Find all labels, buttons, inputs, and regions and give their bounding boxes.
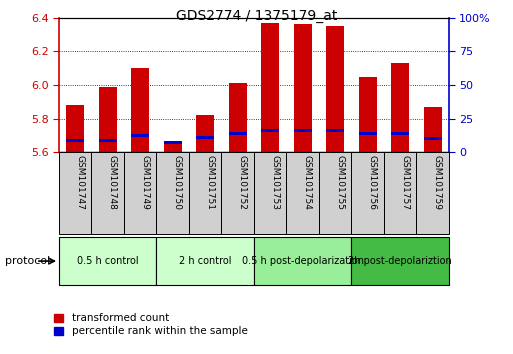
Text: GSM101752: GSM101752 [238,155,247,210]
Bar [294,24,311,152]
Text: 2 h control: 2 h control [179,256,231,266]
Text: GSM101756: GSM101756 [368,155,377,211]
Bar [286,152,319,234]
Bar [359,76,377,152]
Bar [196,136,214,139]
Text: GSM101751: GSM101751 [205,155,214,211]
Bar [384,152,417,234]
Bar [254,152,286,234]
Bar [189,152,222,234]
Bar [391,132,409,135]
Bar [164,141,182,144]
Bar [326,129,344,132]
Bar [319,152,351,234]
Bar [222,152,254,234]
Text: 0.5 h control: 0.5 h control [77,256,139,266]
Text: GSM101753: GSM101753 [270,155,279,211]
Bar [424,137,442,140]
Bar [196,115,214,152]
Bar [417,152,449,234]
Bar [229,132,247,135]
Bar [66,105,84,152]
Bar [124,152,156,234]
Legend: transformed count, percentile rank within the sample: transformed count, percentile rank withi… [54,313,248,336]
Bar [66,139,84,142]
Text: GSM101748: GSM101748 [108,155,117,210]
Bar [254,237,351,285]
Text: GSM101757: GSM101757 [400,155,409,211]
Bar [99,87,116,152]
Bar [99,139,116,142]
Bar [131,68,149,152]
Bar [229,83,247,152]
Bar [261,129,279,132]
Text: GSM101747: GSM101747 [75,155,84,210]
Bar [351,237,449,285]
Bar [156,237,254,285]
Text: GSM101754: GSM101754 [303,155,312,210]
Text: protocol: protocol [5,256,50,266]
Bar [424,107,442,152]
Bar [91,152,124,234]
Text: 2h post-depolariztion: 2h post-depolariztion [348,256,452,266]
Bar [59,237,156,285]
Text: GDS2774 / 1375179_at: GDS2774 / 1375179_at [176,9,337,23]
Bar [164,144,182,152]
Bar [131,134,149,137]
Bar [294,129,311,132]
Text: 0.5 h post-depolarization: 0.5 h post-depolarization [242,256,364,266]
Text: GSM101759: GSM101759 [432,155,442,211]
Bar [261,23,279,152]
Bar [156,152,189,234]
Bar [59,152,91,234]
Bar [391,63,409,152]
Bar [359,132,377,135]
Bar [351,152,384,234]
Text: GSM101755: GSM101755 [335,155,344,211]
Text: GSM101750: GSM101750 [173,155,182,211]
Text: GSM101749: GSM101749 [140,155,149,210]
Bar [326,26,344,152]
